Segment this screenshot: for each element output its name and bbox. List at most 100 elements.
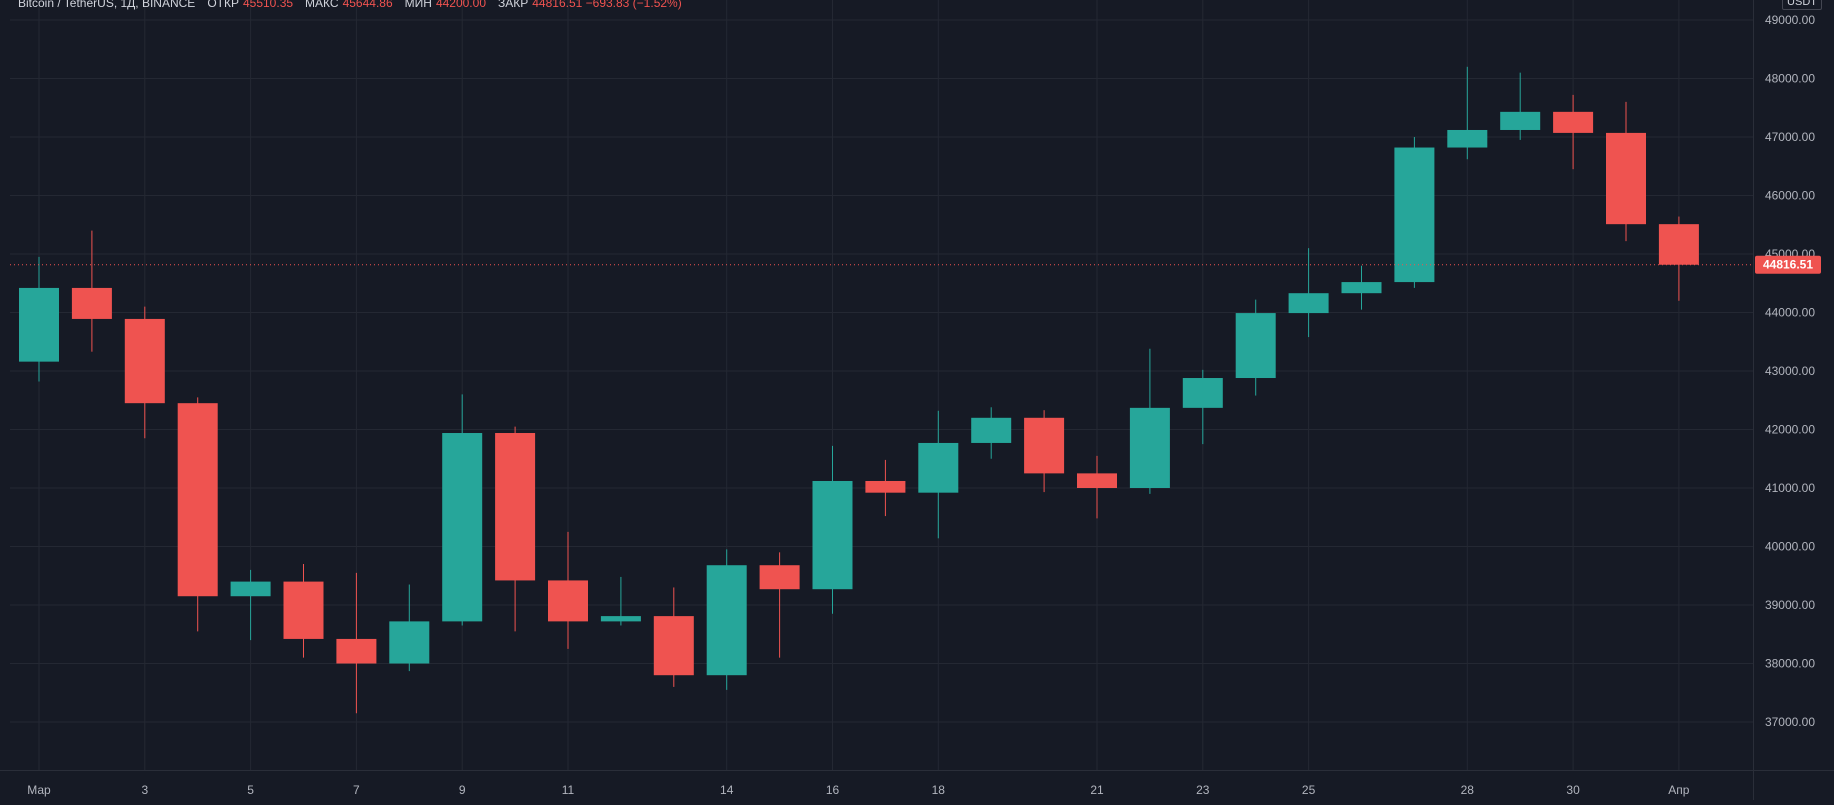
candle-body xyxy=(1447,129,1488,148)
x-tick-label: 3 xyxy=(141,783,148,797)
candle-body xyxy=(1182,378,1223,408)
candle-body xyxy=(230,581,271,597)
candle-up xyxy=(918,410,959,539)
x-tick-label: 16 xyxy=(826,783,840,797)
x-tick-label: 11 xyxy=(562,783,575,797)
candle-up xyxy=(442,394,483,626)
candle-down xyxy=(865,459,906,517)
candle-body xyxy=(1235,313,1276,379)
candle-up xyxy=(19,256,59,382)
candle-body xyxy=(706,565,747,676)
candle-body xyxy=(1288,293,1329,314)
open-label: ОТКР xyxy=(207,0,239,10)
candle-layer xyxy=(19,66,1699,714)
candle-body xyxy=(918,442,959,493)
candle-up xyxy=(812,445,853,614)
low-value: 44200.00 xyxy=(435,0,486,10)
x-tick-label: 28 xyxy=(1461,783,1475,797)
time-axis[interactable]: Мар 3 5 7 9 11 14 16 18 21 23 25 28 30 Апр xyxy=(0,770,1834,798)
candle-down xyxy=(1077,455,1117,519)
candle-down xyxy=(548,531,588,649)
y-tick-label: 46000.00 xyxy=(1765,189,1815,203)
close-value: 44816.51 −693.83 (−1.52%) xyxy=(532,0,682,10)
candle-down xyxy=(1024,410,1065,493)
candle-up xyxy=(706,549,747,690)
candle-body xyxy=(1077,473,1117,488)
last-price-label: 44816.51 xyxy=(1763,258,1813,272)
candle-body xyxy=(600,616,641,622)
candle-down xyxy=(1606,101,1646,242)
candle-body xyxy=(1553,111,1594,133)
candle-body xyxy=(865,480,906,493)
candle-up xyxy=(1447,66,1488,160)
candle-down xyxy=(1658,216,1699,301)
candle-up xyxy=(1341,265,1382,310)
candle-body xyxy=(1394,147,1435,283)
legend-header: Bitcoin / TetherUS, 1Д, BINANCE ОТКР 455… xyxy=(18,0,682,11)
candle-down xyxy=(336,572,377,714)
candle-body xyxy=(495,433,536,581)
candle-down xyxy=(124,306,165,439)
candle-up xyxy=(230,569,271,641)
candle-up xyxy=(1288,248,1329,338)
y-tick-label: 47000.00 xyxy=(1765,130,1815,144)
x-tick-label: 21 xyxy=(1090,783,1104,797)
x-tick-label: 5 xyxy=(247,783,254,797)
x-tick-label: 18 xyxy=(932,783,946,797)
candle-body xyxy=(1129,407,1170,488)
candle-body xyxy=(283,581,324,639)
candle-body xyxy=(124,318,165,404)
symbol-title: Bitcoin / TetherUS, 1Д, BINANCE xyxy=(18,0,196,10)
candle-up xyxy=(1235,299,1276,396)
close-label: ЗАКР xyxy=(498,0,529,10)
candle-body xyxy=(653,616,694,676)
candle-body xyxy=(1024,417,1065,474)
price-axis[interactable]: 37000.00 38000.00 39000.00 40000.00 41000.00… xyxy=(1753,0,1822,800)
y-tick-label: 38000.00 xyxy=(1765,657,1815,671)
candle-down xyxy=(653,587,694,687)
candle-up xyxy=(600,576,641,626)
x-tick-label: 23 xyxy=(1196,783,1210,797)
x-tick-label: 14 xyxy=(720,783,734,797)
candle-down xyxy=(759,552,800,658)
candle-body xyxy=(1341,282,1382,294)
candle-body xyxy=(1500,111,1541,130)
candle-body xyxy=(548,580,588,622)
candle-down xyxy=(495,426,536,632)
x-tick-label: 25 xyxy=(1302,783,1316,797)
candle-body xyxy=(759,565,800,590)
y-tick-label: 37000.00 xyxy=(1765,715,1815,729)
candle-body xyxy=(389,621,430,664)
y-tick-label: 39000.00 xyxy=(1765,598,1815,612)
candle-body xyxy=(1606,132,1646,225)
candle-up xyxy=(971,407,1012,459)
candle-up xyxy=(1500,72,1541,140)
y-tick-label: 44000.00 xyxy=(1765,306,1815,320)
candle-up xyxy=(1394,137,1435,288)
high-value: 45644.86 xyxy=(342,0,393,10)
candle-body xyxy=(442,433,483,622)
candle-body xyxy=(971,417,1012,443)
candle-body xyxy=(71,287,112,319)
candle-down xyxy=(283,564,324,658)
y-tick-label: 41000.00 xyxy=(1765,481,1815,495)
candle-up xyxy=(1129,348,1170,494)
candle-up xyxy=(1182,369,1223,445)
y-tick-label: 48000.00 xyxy=(1765,72,1815,86)
candle-body xyxy=(177,403,218,597)
currency-selector[interactable]: USDT xyxy=(1782,0,1822,10)
candle-body xyxy=(336,638,377,664)
y-tick-label: 49000.00 xyxy=(1765,13,1815,27)
x-tick-label: Апр xyxy=(1668,783,1690,797)
candle-down xyxy=(71,230,112,352)
candle-down xyxy=(177,397,218,632)
open-value: 45510.35 xyxy=(242,0,294,10)
candle-down xyxy=(1553,94,1594,170)
y-tick-label: 43000.00 xyxy=(1765,364,1815,378)
candle-body xyxy=(1658,224,1699,265)
low-label: МИН xyxy=(404,0,432,10)
last-price-tag xyxy=(1755,255,1821,274)
